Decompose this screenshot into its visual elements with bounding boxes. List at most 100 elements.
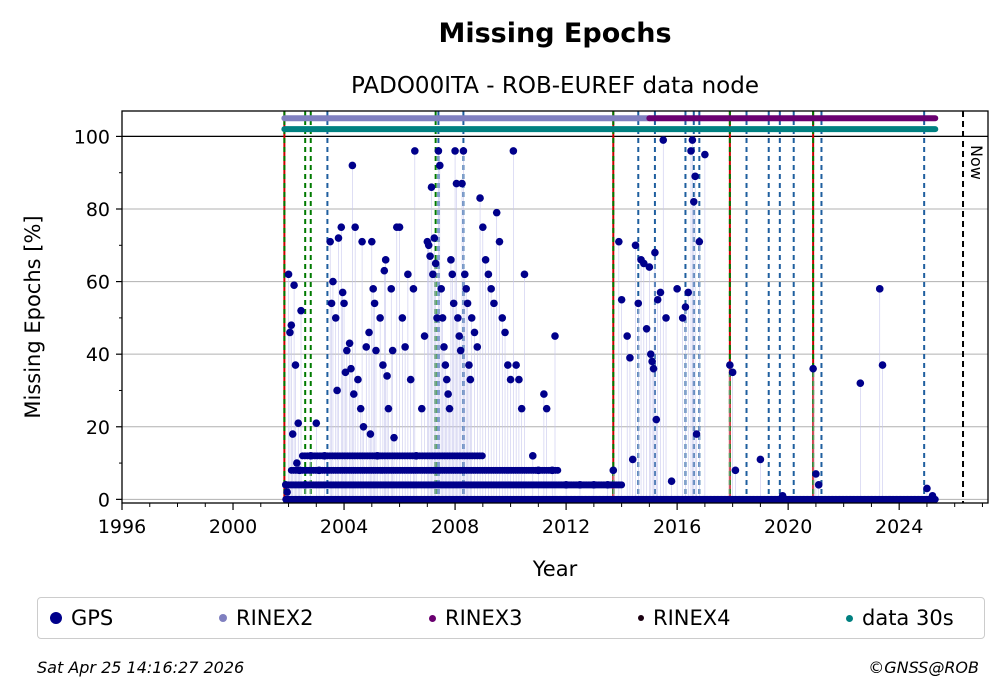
gps-point (287, 321, 296, 329)
gps-point (338, 288, 347, 297)
gps-point (875, 285, 884, 293)
gps-point (358, 237, 366, 246)
gps-point (548, 466, 557, 475)
legend-label-gps: GPS (71, 606, 114, 630)
gps-point (509, 147, 518, 155)
gps-point (429, 270, 437, 279)
x-tick-label: 2008 (431, 516, 479, 538)
gps-point (540, 390, 548, 398)
gps-point (381, 256, 390, 264)
plot-frame (121, 110, 989, 504)
gps-point (286, 328, 294, 337)
now-label: Now (967, 145, 986, 180)
gps-point (288, 430, 297, 438)
gps-point (380, 266, 389, 275)
gps-point (673, 285, 681, 293)
gps-point (373, 452, 382, 460)
gps-point (490, 299, 498, 308)
gps-point (290, 281, 298, 290)
gps-point (442, 375, 451, 384)
gps-point (297, 306, 305, 315)
gps-point (411, 147, 419, 155)
gps-point (923, 484, 931, 493)
x-tick-label: 1996 (98, 516, 146, 538)
gps-point (478, 452, 486, 460)
gps-point (434, 147, 443, 155)
gps-point (398, 314, 407, 322)
gps-point (455, 332, 464, 340)
gps-point (312, 419, 321, 427)
gps-point (440, 343, 448, 351)
gps-point (349, 390, 358, 398)
gps-point (688, 136, 697, 144)
gps-point (662, 314, 670, 322)
missing-epochs-chart: 0 20 40 60 80 100 1996 2000 2004 2008 2012 2016 2020… (21, 18, 989, 581)
gps-point (492, 208, 501, 217)
legend-item-data-30s: data 30s (846, 606, 954, 630)
gps-point (642, 324, 651, 333)
y-axis-label: Missing Epochs [%] (21, 215, 45, 418)
x-tick-label: 2012 (542, 516, 590, 538)
gps-point (351, 223, 359, 231)
gps-point (628, 455, 637, 464)
gps-point (778, 491, 787, 500)
gps-point (384, 404, 393, 413)
gps-point (649, 364, 658, 373)
legend-label-rinex3: RINEX3 (445, 606, 523, 630)
gps-point (562, 481, 570, 489)
gps-point (617, 295, 626, 304)
gps-point (506, 375, 515, 384)
gps-point (451, 147, 459, 155)
gps-point (301, 481, 309, 489)
gps-point (437, 285, 445, 293)
gps-point (366, 430, 375, 438)
gps-point (438, 314, 447, 322)
legend-item-rinex3: RINEX3 (429, 606, 523, 630)
gps-point (404, 270, 412, 279)
gps-point (441, 361, 450, 369)
gps-point (334, 234, 343, 242)
gps-point (504, 361, 512, 369)
gps-point (652, 415, 661, 424)
gps-point (281, 481, 290, 489)
gps-point (409, 285, 418, 293)
gps-point (476, 194, 484, 202)
gps-point (495, 237, 504, 246)
gps-point (331, 314, 340, 322)
gps-point (462, 285, 470, 293)
gps-point (340, 299, 348, 308)
gps-point (470, 328, 479, 337)
gps-point (368, 237, 376, 246)
gps-point (520, 270, 529, 279)
x-tick-label: 2020 (764, 516, 812, 538)
gps-point (420, 332, 429, 340)
gps-point (337, 223, 346, 231)
chart-title: Missing Epochs (438, 18, 671, 49)
gps-point (479, 223, 487, 231)
gps-point (315, 466, 323, 475)
gps-point (456, 346, 465, 355)
gps-point (417, 404, 426, 413)
gps-point (603, 481, 612, 489)
gps-point (626, 354, 634, 362)
gps-point (653, 295, 662, 304)
gps-point (295, 466, 304, 475)
gps-point (756, 455, 765, 464)
gps-point (728, 368, 737, 377)
gps-point (387, 285, 396, 293)
gps-point (343, 346, 351, 355)
gps-point (327, 299, 336, 308)
gps-point (878, 361, 887, 369)
gps-point (576, 481, 584, 489)
gps-point (512, 361, 520, 369)
gps-point (436, 161, 444, 170)
gps-point (390, 433, 398, 442)
gps-point (466, 375, 475, 384)
gps-point (812, 470, 820, 478)
gps-point (814, 481, 823, 489)
legend-item-rinex4: RINEX4 (638, 606, 731, 630)
gps-point (645, 263, 654, 271)
gps-point (684, 288, 693, 297)
gps-point (329, 277, 337, 286)
gps-point (648, 357, 656, 366)
